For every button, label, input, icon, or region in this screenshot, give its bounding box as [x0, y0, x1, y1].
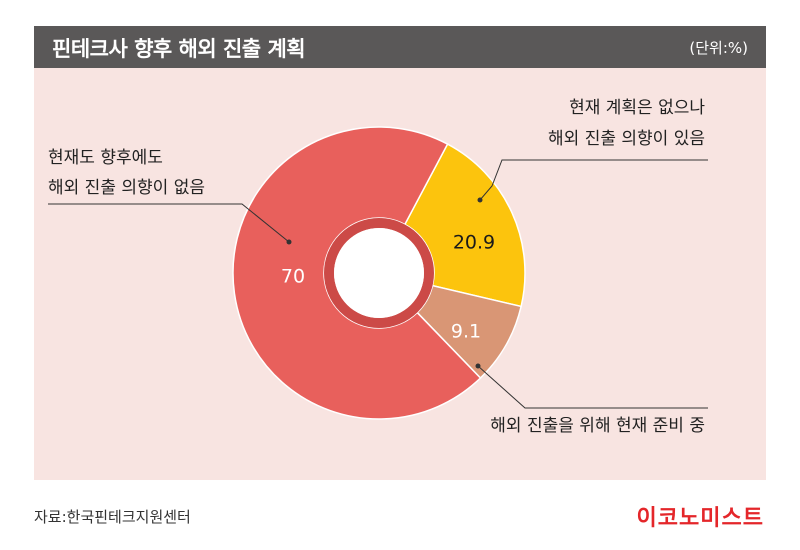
unit-label: (단위:%)	[689, 39, 748, 57]
slice-category-label: 해외 진출을 위해 현재 준비 중	[490, 416, 705, 436]
leader-line	[48, 203, 290, 243]
donut-inner-ring	[324, 218, 434, 328]
slice-category-label: 해외 진출 의향이 없음	[48, 178, 205, 198]
chart-title-bar: 핀테크사 향후 해외 진출 계획 (단위:%)	[34, 26, 766, 68]
publisher-logo: 이코노미스트	[636, 506, 764, 531]
leader-dot	[286, 239, 292, 245]
slice-value-label: 9.1	[451, 321, 481, 343]
slice-value-label: 70	[281, 266, 305, 288]
slice-category-label: 현재도 향후에도	[48, 148, 163, 168]
slice-value-label: 20.9	[453, 232, 495, 254]
leader-line	[479, 159, 708, 201]
source-note: 자료:한국핀테크지원센터	[34, 508, 191, 526]
leader-dot	[475, 363, 481, 369]
leader-line	[477, 365, 708, 409]
leader-dot	[477, 197, 483, 203]
slice-category-label: 해외 진출 의향이 있음	[548, 129, 705, 149]
chart-title: 핀테크사 향후 해외 진출 계획	[52, 37, 306, 61]
slice-category-label: 현재 계획은 없으나	[569, 98, 705, 118]
donut-hole	[334, 228, 424, 318]
